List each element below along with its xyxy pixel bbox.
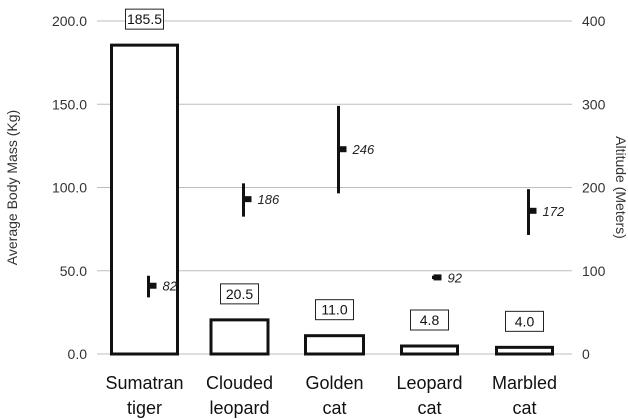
bar-label-box: [125, 8, 164, 30]
altitude-mean-marker: [338, 146, 347, 153]
bar-label-box: [410, 309, 449, 331]
bar-value-label: 185.5: [127, 11, 162, 27]
category-label: leopard: [209, 398, 269, 418]
left-axis-tick-label: 0.0: [68, 346, 88, 362]
altitude-value-label: 92: [448, 270, 463, 285]
category-label: cat: [417, 398, 441, 418]
category-label: Clouded: [206, 373, 273, 393]
altitude-mean-marker: [433, 274, 442, 281]
category-label: Golden: [305, 373, 363, 393]
bar-clouded-leopard: [209, 318, 270, 356]
altitude-value-label: 82: [163, 279, 178, 294]
bar-value-label: 4.8: [420, 312, 440, 328]
altitude-value-label: 246: [352, 142, 375, 157]
category-label: cat: [322, 398, 346, 418]
bar-marbled-cat: [495, 345, 554, 356]
right-axis-tick-label: 0: [582, 346, 590, 362]
altitude-mean-marker: [243, 196, 252, 203]
left-axis-tick-label: 100.0: [52, 180, 87, 196]
bar-value-label: 4.0: [515, 313, 535, 329]
bar-value-label: 20.5: [226, 286, 253, 302]
altitude-value-label: 186: [258, 192, 280, 207]
bar-label-box: [315, 299, 354, 321]
category-label: tiger: [127, 398, 162, 418]
left-axis-tick-label: 150.0: [52, 96, 87, 112]
bar-value-label: 11.0: [321, 302, 347, 318]
bar-sumatran-tiger: [110, 43, 179, 356]
left-axis-tick-label: 50.0: [60, 263, 87, 279]
altitude-mean-marker: [148, 282, 157, 289]
category-label: Marbled: [492, 373, 557, 393]
right-axis-tick-label: 400: [582, 13, 606, 29]
y2-axis-title: Altitude (Meters): [613, 136, 628, 239]
bar-leopard-cat: [400, 344, 459, 356]
bar-label-box: [220, 283, 259, 305]
bar-label-box: [505, 310, 544, 332]
left-axis-tick-label: 200.0: [52, 13, 87, 29]
category-label: Sumatran: [105, 373, 183, 393]
right-axis-tick-label: 200: [582, 180, 606, 196]
category-label: Leopard: [396, 373, 462, 393]
category-label: cat: [512, 398, 536, 418]
bar-golden-cat: [304, 334, 365, 356]
y-axis-title: Average Body Mass (Kg): [4, 110, 20, 265]
right-axis-tick-label: 300: [582, 96, 606, 112]
right-axis-tick-label: 100: [582, 263, 606, 279]
altitude-mean-marker: [528, 207, 537, 214]
altitude-value-label: 172: [543, 204, 565, 219]
